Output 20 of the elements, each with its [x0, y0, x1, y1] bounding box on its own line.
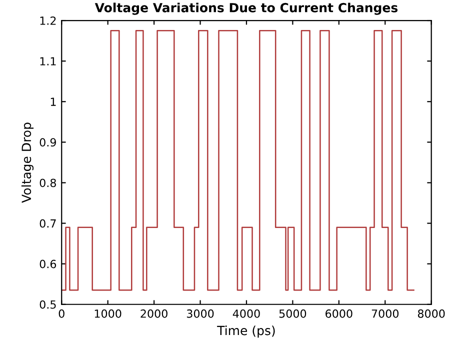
x-axis-title: Time (ps)	[217, 326, 275, 338]
x-tick-label: 7000	[372, 309, 399, 318]
y-tick-label: 1.2	[40, 16, 56, 25]
x-tick-label: 3000	[186, 309, 214, 318]
y-tick-label: 0.6	[40, 260, 56, 268]
x-tick-label: 4000	[232, 309, 260, 318]
y-tick-label: 0.5	[40, 300, 56, 309]
chart-title: Voltage Variations Due to Current Changes	[94, 2, 398, 15]
x-tick-label: 0	[58, 309, 64, 318]
y-tick-label: 0.9	[40, 138, 56, 147]
y-tick-label: 1	[50, 98, 56, 106]
y-tick-label: 1.1	[40, 57, 56, 66]
x-tick-label: 1000	[94, 309, 122, 318]
y-tick-label: 0.8	[40, 178, 56, 188]
y-tick-label: 0.7	[40, 219, 56, 228]
x-tick-label: 5000	[279, 309, 306, 318]
x-tick-label: 6000	[326, 309, 352, 318]
x-tick-label: 8000	[418, 309, 445, 318]
y-axis-title: Voltage Drop	[21, 122, 34, 203]
x-tick-label: 2000	[140, 309, 168, 318]
